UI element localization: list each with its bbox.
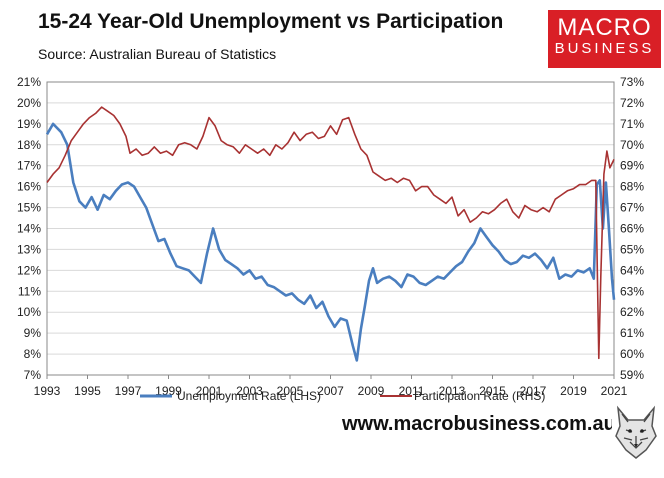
x-tick-label: 1997 [115, 384, 142, 398]
x-tick-label: 2007 [317, 384, 344, 398]
wolf-icon [612, 402, 660, 462]
x-axis-ticks: 1993 1995 1997 1999 2001 2003 2005 2007 2009 2011… [34, 375, 628, 398]
left-tick-label: 20% [17, 96, 41, 110]
left-tick-label: 18% [17, 138, 41, 152]
x-tick-label: 2009 [358, 384, 385, 398]
right-tick-label: 65% [620, 242, 644, 256]
right-tick-label: 71% [620, 117, 644, 131]
left-tick-label: 13% [17, 242, 41, 256]
left-tick-label: 19% [17, 117, 41, 131]
left-tick-label: 7% [24, 368, 42, 382]
x-tick-label: 2001 [196, 384, 223, 398]
left-tick-label: 16% [17, 180, 41, 194]
unemployment-series-line [45, 122, 616, 362]
left-tick-label: 9% [24, 326, 42, 340]
right-tick-label: 59% [620, 368, 644, 382]
left-tick-label: 8% [24, 347, 42, 361]
series-lines [45, 106, 616, 362]
participation-series-line [46, 106, 615, 360]
x-tick-label: 2017 [520, 384, 547, 398]
left-tick-label: 14% [17, 222, 41, 236]
legend: Unemployment Rate (LHS) Participation Rat… [140, 389, 545, 403]
logo-line-business: BUSINESS [554, 40, 655, 57]
right-tick-label: 66% [620, 222, 644, 236]
left-tick-label: 21% [17, 75, 41, 89]
x-tick-label: 2021 [601, 384, 628, 398]
right-tick-label: 67% [620, 201, 644, 215]
right-tick-label: 70% [620, 138, 644, 152]
x-tick-label: 2003 [236, 384, 263, 398]
right-tick-label: 64% [620, 263, 644, 277]
chart-title: 15-24 Year-Old Unemployment vs Participa… [38, 10, 504, 33]
right-tick-label: 61% [620, 326, 644, 340]
right-tick-label: 62% [620, 305, 644, 319]
left-axis-ticks: 7% 8% 9% 10% 11% 12% 13% 14% 15% 16% 17% 18% 19% 20% 2… [17, 75, 41, 382]
website-url: www.macrobusiness.com.au [342, 413, 616, 435]
left-tick-label: 11% [18, 284, 41, 298]
x-tick-label: 2013 [439, 384, 466, 398]
right-tick-label: 63% [620, 284, 644, 298]
macrobusiness-logo: MACRO BUSINESS [548, 10, 661, 68]
x-tick-label: 2015 [479, 384, 506, 398]
legend-label: Unemployment Rate (LHS) [177, 389, 321, 403]
right-tick-label: 72% [620, 96, 644, 110]
right-tick-label: 69% [620, 159, 644, 173]
x-tick-label: 1993 [34, 384, 61, 398]
x-tick-label: 2019 [560, 384, 587, 398]
left-tick-label: 12% [17, 263, 41, 277]
legend-label: Participation Rate (RHS) [414, 389, 545, 403]
x-tick-label: 2005 [277, 384, 304, 398]
right-axis-ticks: 59% 60% 61% 62% 63% 64% 65% 66% 67% 68% 69% 70% 71% 7… [620, 75, 644, 382]
x-tick-label: 2011 [399, 384, 425, 398]
left-tick-label: 10% [17, 305, 41, 319]
right-tick-label: 60% [620, 347, 644, 361]
left-tick-label: 15% [17, 201, 41, 215]
left-tick-label: 17% [17, 159, 41, 173]
chart-source: Source: Australian Bureau of Statistics [38, 46, 277, 62]
right-tick-label: 73% [620, 75, 644, 89]
right-tick-label: 68% [620, 180, 644, 194]
logo-line-macro: MACRO [557, 14, 652, 41]
x-tick-label: 1995 [74, 384, 101, 398]
